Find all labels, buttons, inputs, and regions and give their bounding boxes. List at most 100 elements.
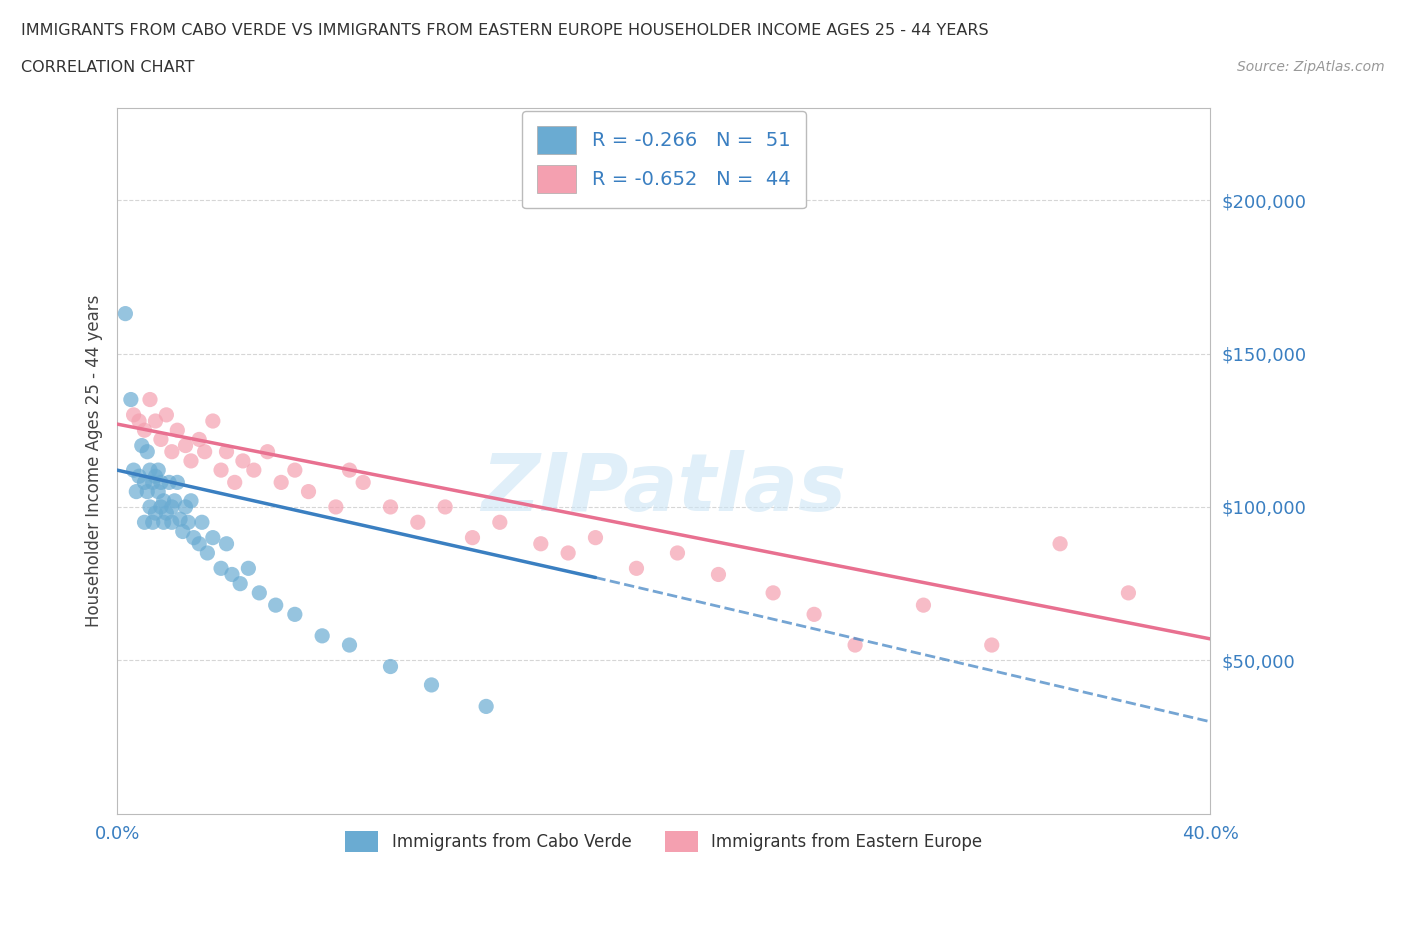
Point xyxy=(194,445,217,459)
Point xyxy=(152,515,174,530)
Point xyxy=(284,463,307,478)
Point xyxy=(1118,585,1140,600)
Point xyxy=(155,506,177,521)
Point xyxy=(134,423,156,438)
Point xyxy=(707,567,730,582)
Point xyxy=(256,445,278,459)
Point xyxy=(762,585,785,600)
Point xyxy=(434,499,457,514)
Point xyxy=(284,607,307,622)
Point xyxy=(488,515,510,530)
Point xyxy=(134,475,156,490)
Point xyxy=(201,530,224,545)
Point xyxy=(270,475,292,490)
Point xyxy=(148,463,170,478)
Point xyxy=(475,699,498,714)
Point xyxy=(406,515,429,530)
Point xyxy=(145,414,167,429)
Point xyxy=(325,499,347,514)
Point xyxy=(264,598,287,613)
Point xyxy=(461,530,484,545)
Point xyxy=(122,463,145,478)
Point xyxy=(311,629,333,644)
Point xyxy=(122,407,145,422)
Point xyxy=(128,414,150,429)
Point xyxy=(160,445,183,459)
Point xyxy=(152,494,174,509)
Point xyxy=(297,485,319,499)
Text: ZIPatlas: ZIPatlas xyxy=(481,450,846,528)
Point xyxy=(174,499,197,514)
Point xyxy=(626,561,648,576)
Point xyxy=(136,485,159,499)
Point xyxy=(191,515,214,530)
Point xyxy=(844,638,866,653)
Point xyxy=(1049,537,1071,551)
Point xyxy=(145,506,167,521)
Point xyxy=(166,475,188,490)
Text: IMMIGRANTS FROM CABO VERDE VS IMMIGRANTS FROM EASTERN EUROPE HOUSEHOLDER INCOME : IMMIGRANTS FROM CABO VERDE VS IMMIGRANTS… xyxy=(21,23,988,38)
Point xyxy=(142,475,165,490)
Point xyxy=(157,475,180,490)
Text: Source: ZipAtlas.com: Source: ZipAtlas.com xyxy=(1237,60,1385,74)
Point xyxy=(139,463,162,478)
Point xyxy=(980,638,1002,653)
Point xyxy=(803,607,825,622)
Text: CORRELATION CHART: CORRELATION CHART xyxy=(21,60,194,75)
Point xyxy=(166,423,188,438)
Point xyxy=(114,306,136,321)
Point xyxy=(530,537,553,551)
Point xyxy=(139,499,162,514)
Point xyxy=(585,530,607,545)
Point xyxy=(352,475,374,490)
Point xyxy=(183,530,205,545)
Point xyxy=(155,407,177,422)
Point xyxy=(420,677,443,692)
Point xyxy=(180,454,202,469)
Point xyxy=(160,499,183,514)
Point xyxy=(149,432,172,447)
Point xyxy=(243,463,266,478)
Point xyxy=(215,445,238,459)
Point xyxy=(136,445,159,459)
Point xyxy=(134,515,156,530)
Point xyxy=(180,494,202,509)
Point xyxy=(148,485,170,499)
Point xyxy=(666,546,689,561)
Point xyxy=(201,414,224,429)
Point xyxy=(221,567,243,582)
Point xyxy=(912,598,935,613)
Point xyxy=(120,392,142,407)
Point xyxy=(224,475,246,490)
Point xyxy=(188,537,211,551)
Point xyxy=(125,485,148,499)
Point xyxy=(238,561,260,576)
Point xyxy=(232,454,254,469)
Point xyxy=(160,515,183,530)
Point xyxy=(557,546,579,561)
Point xyxy=(131,438,153,453)
Point xyxy=(149,499,172,514)
Point xyxy=(177,515,200,530)
Point xyxy=(339,638,361,653)
Point xyxy=(380,499,402,514)
Point xyxy=(247,585,270,600)
Point xyxy=(149,475,172,490)
Legend: Immigrants from Cabo Verde, Immigrants from Eastern Europe: Immigrants from Cabo Verde, Immigrants f… xyxy=(339,825,990,858)
Point xyxy=(172,525,194,539)
Point xyxy=(174,438,197,453)
Point xyxy=(188,432,211,447)
Point xyxy=(339,463,361,478)
Point xyxy=(169,512,191,526)
Point xyxy=(145,469,167,484)
Point xyxy=(163,494,186,509)
Y-axis label: Householder Income Ages 25 - 44 years: Householder Income Ages 25 - 44 years xyxy=(86,295,103,627)
Point xyxy=(139,392,162,407)
Point xyxy=(128,469,150,484)
Point xyxy=(209,463,232,478)
Point xyxy=(195,546,218,561)
Point xyxy=(209,561,232,576)
Point xyxy=(215,537,238,551)
Point xyxy=(142,515,165,530)
Point xyxy=(229,577,252,591)
